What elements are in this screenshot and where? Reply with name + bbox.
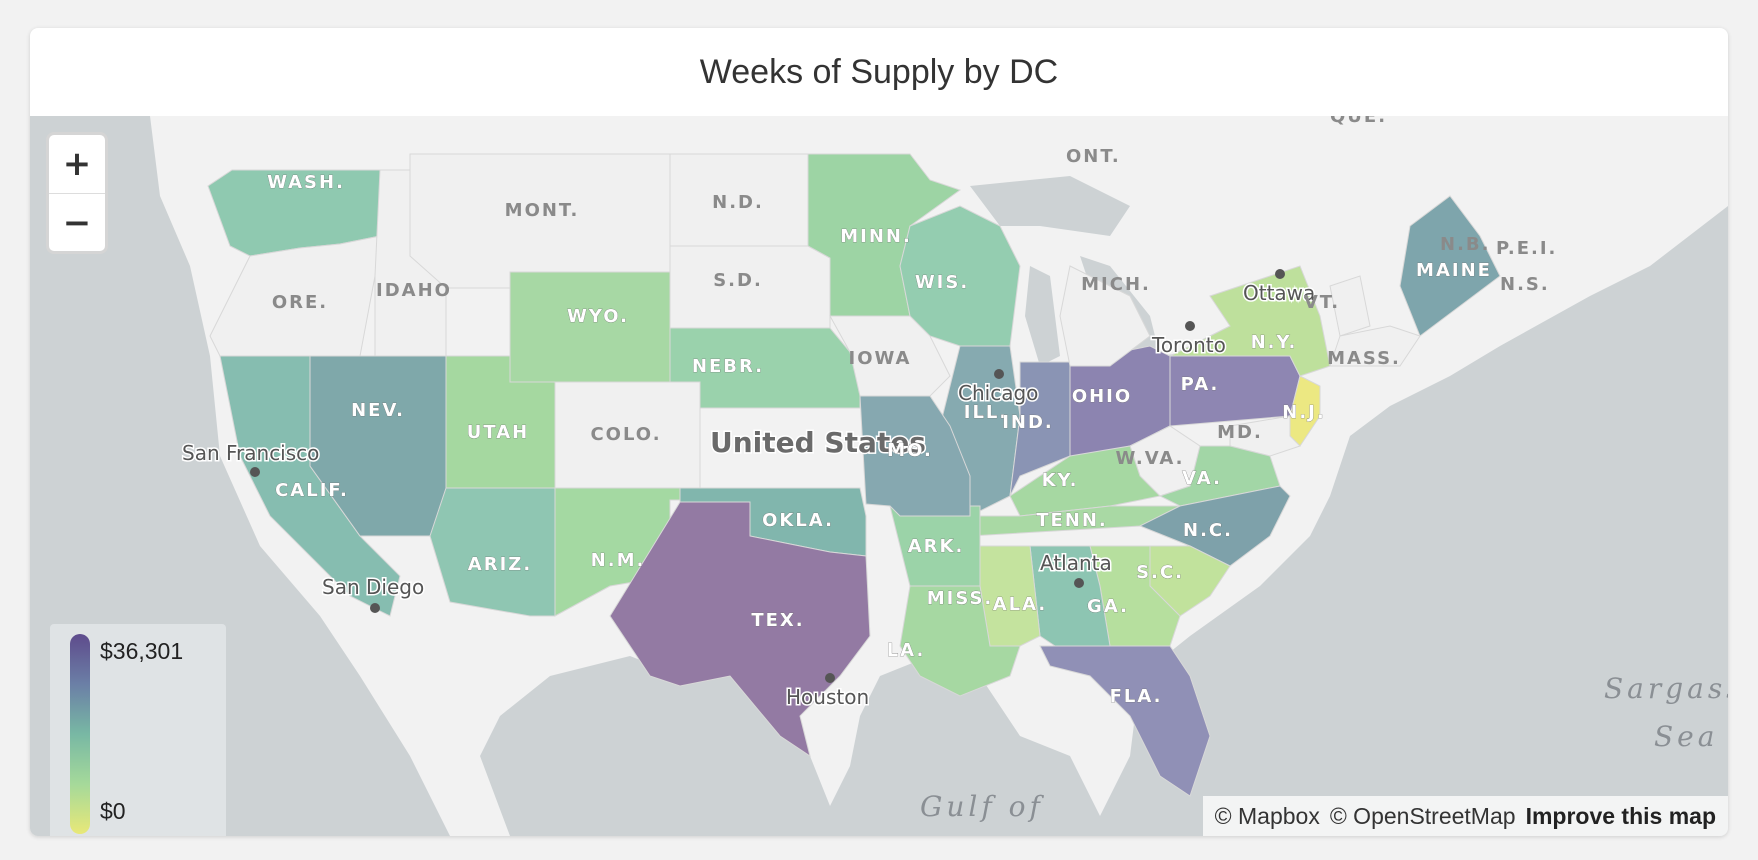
state-label-nebr: NEBR. (692, 356, 764, 377)
province-label-ns: N.S. (1500, 274, 1550, 295)
state-label-ky: KY. (1042, 470, 1079, 491)
card-header: Weeks of Supply by DC (30, 28, 1728, 116)
water-label-sargasso-1: Sargass (1604, 672, 1728, 705)
state-label-md: MD. (1217, 422, 1263, 443)
osm-attribution-link[interactable]: © OpenStreetMap (1329, 802, 1516, 829)
state-label-wyo: WYO. (567, 306, 629, 327)
city-label-san-francisco: San Francisco (182, 441, 319, 465)
state-label-nev: NEV. (351, 400, 405, 421)
state-region-mass[interactable] (1329, 325, 1421, 367)
state-label-pa: PA. (1181, 374, 1220, 395)
state-label-mont: MONT. (505, 200, 580, 221)
state-label-nj: N.J. (1282, 402, 1325, 423)
city-label-ottawa: Ottawa (1243, 281, 1315, 305)
state-label-maine: MAINE (1416, 260, 1492, 281)
map-canvas[interactable]: San Francisco San Diego Houston Chicago … (30, 116, 1728, 836)
state-region-mont[interactable] (409, 153, 671, 289)
state-label-nd: N.D. (712, 192, 764, 213)
city-dot-atlanta (1074, 578, 1084, 588)
state-label-tenn: TENN. (1036, 510, 1108, 531)
province-label-ont: ONT. (1066, 146, 1121, 167)
state-region-mo[interactable] (859, 395, 971, 517)
legend-min-label: $0 (100, 798, 126, 824)
state-region-mich[interactable] (1059, 265, 1151, 367)
city-label-atlanta: Atlanta (1040, 551, 1112, 575)
province-label-pei: P.E.I. (1496, 238, 1557, 259)
improve-map-link[interactable]: Improve this map (1525, 802, 1716, 829)
state-label-sc: S.C. (1136, 562, 1184, 583)
state-region-vt[interactable] (1329, 275, 1371, 337)
state-label-ill: ILL. (964, 402, 1008, 423)
state-label-vt: VT. (1304, 292, 1340, 313)
state-label-okla: OKLA. (762, 510, 834, 531)
state-label-minn: MINN. (840, 226, 912, 247)
great-lakes (970, 176, 1290, 386)
province-label-nb: N.B. (1440, 234, 1490, 255)
state-label-ny: N.Y. (1251, 332, 1298, 353)
color-legend: $36,301 $0 (50, 624, 226, 836)
chart-title: Weeks of Supply by DC (699, 52, 1059, 91)
water-label-sargasso-2: Sea (1654, 720, 1718, 753)
map-svg[interactable]: San Francisco San Diego Houston Chicago … (30, 116, 1728, 836)
state-region-ariz[interactable] (429, 487, 556, 617)
province-label-que: QUÉ. (1330, 116, 1387, 127)
state-region-tex[interactable] (609, 501, 871, 758)
state-label-miss: MISS. (927, 588, 994, 609)
city-dot-san-francisco (250, 467, 260, 477)
state-region-maine[interactable] (1399, 195, 1501, 337)
city-label-houston: Houston (786, 685, 869, 709)
city-label-toronto: Toronto (1151, 333, 1226, 357)
state-label-ariz: ARIZ. (468, 554, 532, 575)
state-label-mo: MO. (887, 440, 933, 461)
state-label-ala: ALA. (993, 594, 1048, 615)
states-layer[interactable] (207, 153, 1501, 797)
state-label-ga: GA. (1087, 596, 1129, 617)
state-region-fla[interactable] (1039, 645, 1211, 797)
legend-max-label: $36,301 (100, 638, 184, 664)
state-label-mass: MASS. (1327, 348, 1401, 369)
state-label-va: VA. (1182, 468, 1222, 489)
state-label-nm: N.M. (591, 550, 646, 571)
legend-gradient-bar (70, 634, 90, 834)
zoom-in-button[interactable]: + (62, 144, 92, 184)
state-label-mich: MICH. (1081, 274, 1151, 295)
state-label-wva: W.VA. (1115, 448, 1184, 469)
city-dot-san-diego (370, 603, 380, 613)
state-label-sd: S.D. (713, 270, 763, 291)
state-label-utah: UTAH (467, 422, 530, 443)
map-card: Weeks of Supply by DC (30, 28, 1728, 836)
state-label-colo: COLO. (590, 424, 661, 445)
state-region-nebr[interactable] (669, 327, 861, 409)
state-label-ohio: OHIO (1072, 386, 1132, 407)
state-label-calif: CALIF. (275, 480, 349, 501)
state-label-ark: ARK. (908, 536, 965, 557)
water-label-gulf: Gulf of (920, 790, 1044, 823)
state-region-la[interactable] (899, 585, 1021, 697)
state-label-idaho: IDAHO (376, 280, 452, 301)
state-region-ore[interactable] (209, 235, 381, 357)
country-label: United States (710, 426, 926, 459)
state-label-wash: WASH. (267, 172, 345, 193)
city-dot-chicago (994, 369, 1004, 379)
zoom-out-button[interactable]: − (49, 193, 105, 251)
state-region-wyo[interactable] (509, 271, 671, 383)
map-attribution: © Mapbox © OpenStreetMap Improve this ma… (1202, 796, 1728, 836)
state-label-ore: ORE. (272, 292, 328, 313)
city-dot-houston (825, 673, 835, 683)
state-label-fla: FLA. (1110, 686, 1163, 707)
state-labels-layer: WASH. ORE. CALIF. NEV. IDAHO MONT. WYO. UTAH ARI… (267, 172, 1492, 708)
city-label-san-diego: San Diego (322, 575, 424, 599)
zoom-control: + − (46, 132, 108, 254)
state-label-la: LA. (887, 640, 926, 661)
state-label-tex: TEX. (751, 610, 804, 631)
city-dot-ottawa (1275, 269, 1285, 279)
state-label-ind: IND. (1002, 412, 1054, 433)
state-label-wis: WIS. (915, 272, 969, 293)
cities-layer: San Francisco San Diego Houston Chicago … (181, 269, 1317, 711)
city-dot-toronto (1185, 321, 1195, 331)
state-label-nc: N.C. (1183, 520, 1233, 541)
mapbox-attribution-link[interactable]: © Mapbox (1214, 802, 1320, 829)
state-label-iowa: IOWA (849, 348, 912, 369)
city-label-chicago: Chicago (958, 381, 1038, 405)
